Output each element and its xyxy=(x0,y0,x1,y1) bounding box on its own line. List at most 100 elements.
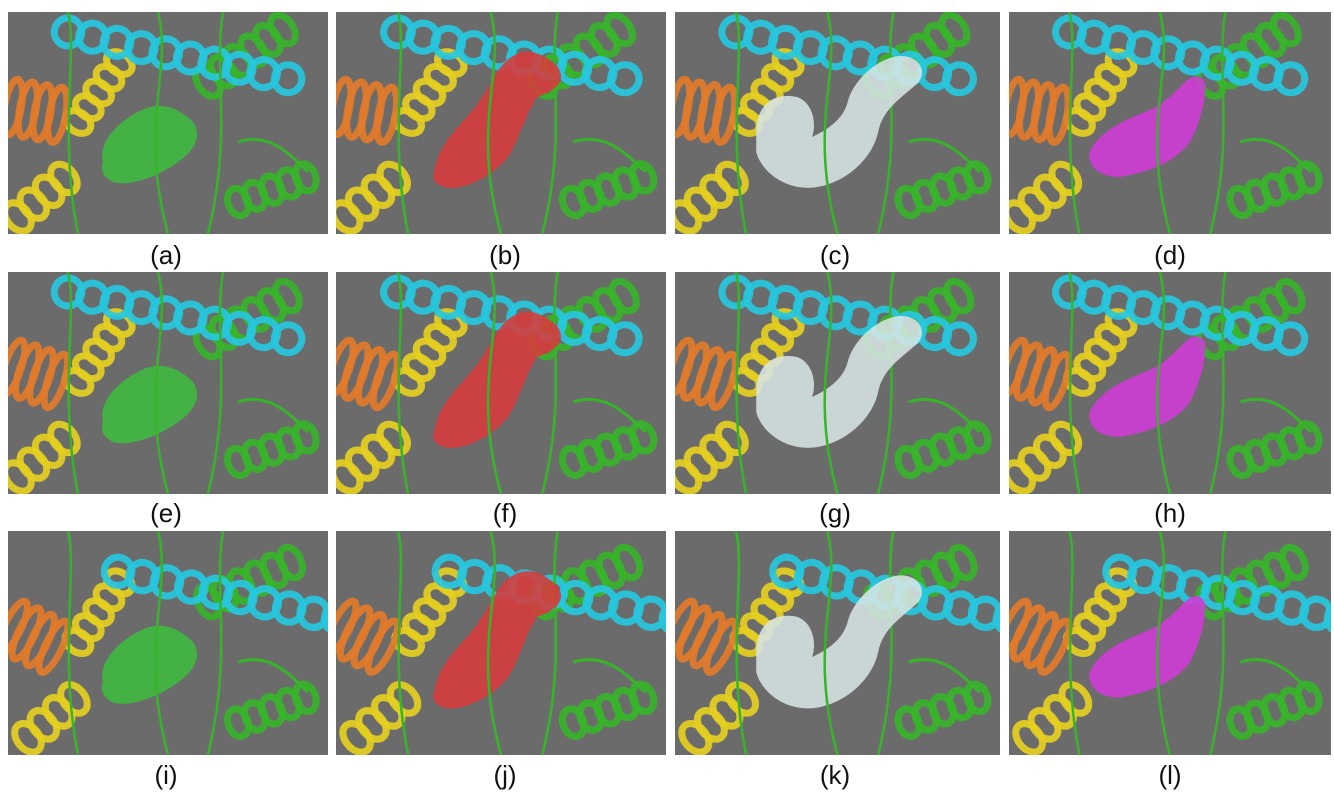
helix-ribbon xyxy=(1009,420,1083,494)
molecule-render xyxy=(8,531,328,755)
coil-strand xyxy=(1209,12,1227,234)
coil-strand xyxy=(206,12,225,234)
coil-strand xyxy=(572,657,647,694)
coil-strand xyxy=(1239,137,1312,174)
pocket-surface xyxy=(1089,76,1206,177)
coil-strand xyxy=(206,531,225,755)
helix-ribbon xyxy=(675,597,740,676)
coil-strand xyxy=(908,657,981,694)
helix-ribbon xyxy=(336,336,401,412)
coil-strand xyxy=(823,272,839,494)
caption-h: (h) xyxy=(1154,498,1186,528)
helix-ribbon xyxy=(558,160,658,220)
coil-strand xyxy=(486,12,503,234)
coil-strand xyxy=(1209,531,1227,755)
pocket-surface xyxy=(433,571,562,709)
coil-strand xyxy=(1068,272,1081,494)
coil-strand xyxy=(823,531,839,755)
coil-strand xyxy=(1239,657,1312,694)
helix-ribbon xyxy=(1009,75,1072,146)
helix-ribbon xyxy=(100,553,328,637)
molecule-render xyxy=(675,272,1000,494)
helix-ribbon xyxy=(1052,274,1309,357)
molecule-render xyxy=(1009,531,1331,755)
coil-strand xyxy=(540,531,559,755)
helix-ribbon xyxy=(675,336,739,412)
helix-ribbon xyxy=(1052,14,1309,97)
coil-strand xyxy=(734,12,748,234)
coil-strand xyxy=(66,531,80,755)
coil-strand xyxy=(734,531,748,755)
panel-k xyxy=(675,531,1000,755)
pocket-surface xyxy=(1089,336,1206,437)
helix-ribbon xyxy=(8,75,71,146)
coil-strand xyxy=(1239,397,1312,434)
pocket-surface xyxy=(101,365,198,444)
molecule-render xyxy=(336,531,666,755)
caption-k: (k) xyxy=(819,760,851,790)
helix-ribbon xyxy=(1009,336,1073,412)
helix-ribbon xyxy=(1012,681,1093,755)
coil-strand xyxy=(486,531,503,755)
pocket-surface xyxy=(433,311,562,448)
panel-j xyxy=(336,531,666,755)
coil-strand xyxy=(237,137,310,174)
coil-strand xyxy=(237,397,310,434)
panel-h xyxy=(1009,272,1331,494)
helix-ribbon xyxy=(8,597,72,676)
molecule-render xyxy=(675,12,1000,234)
coil-strand xyxy=(823,12,839,234)
molecule-render xyxy=(1009,272,1331,494)
panel-a xyxy=(8,12,328,234)
helix-ribbon xyxy=(11,681,91,755)
helix-ribbon xyxy=(1009,160,1083,234)
coil-strand xyxy=(1156,272,1172,494)
caption-j: (j) xyxy=(493,760,517,790)
coil-strand xyxy=(1156,12,1172,234)
coil-strand xyxy=(206,272,225,494)
helix-ribbon xyxy=(8,336,71,412)
molecule-render xyxy=(8,272,328,494)
coil-strand xyxy=(540,272,559,494)
pocket-surface xyxy=(756,56,922,188)
helix-ribbon xyxy=(339,681,422,755)
panel-e xyxy=(8,272,328,494)
helix-ribbon xyxy=(558,420,658,480)
helix-ribbon xyxy=(8,160,81,234)
panel-f xyxy=(336,272,666,494)
coil-strand xyxy=(876,12,895,234)
helix-ribbon xyxy=(50,14,306,97)
molecule-render xyxy=(8,12,328,234)
pocket-surface xyxy=(101,625,198,704)
caption-e: (e) xyxy=(150,498,182,528)
pocket-surface xyxy=(433,51,562,188)
coil-strand xyxy=(486,272,503,494)
coil-strand xyxy=(908,137,981,174)
helix-ribbon xyxy=(1009,597,1073,676)
caption-i: (i) xyxy=(154,760,178,790)
panel-i xyxy=(8,531,328,755)
helix-ribbon xyxy=(224,160,320,220)
caption-g: (g) xyxy=(819,498,851,528)
molecule-render xyxy=(336,12,666,234)
panel-g xyxy=(675,272,1000,494)
helix-ribbon xyxy=(675,75,739,146)
coil-strand xyxy=(1209,272,1227,494)
helix-ribbon xyxy=(718,14,977,97)
panel-l xyxy=(1009,531,1331,755)
caption-f: (f) xyxy=(492,498,518,528)
coil-strand xyxy=(734,272,748,494)
molecule-render xyxy=(1009,12,1331,234)
coil-strand xyxy=(876,272,895,494)
caption-b: (b) xyxy=(489,240,521,270)
helix-ribbon xyxy=(675,160,749,234)
pocket-surface xyxy=(756,575,922,709)
helix-ribbon xyxy=(1226,160,1323,220)
pocket-surface xyxy=(1089,596,1206,698)
helix-ribbon xyxy=(1226,420,1323,480)
helix-ribbon xyxy=(894,680,992,740)
coil-strand xyxy=(1156,531,1172,755)
coil-strand xyxy=(1068,531,1081,755)
coil-strand xyxy=(572,397,647,434)
panel-b xyxy=(336,12,666,234)
